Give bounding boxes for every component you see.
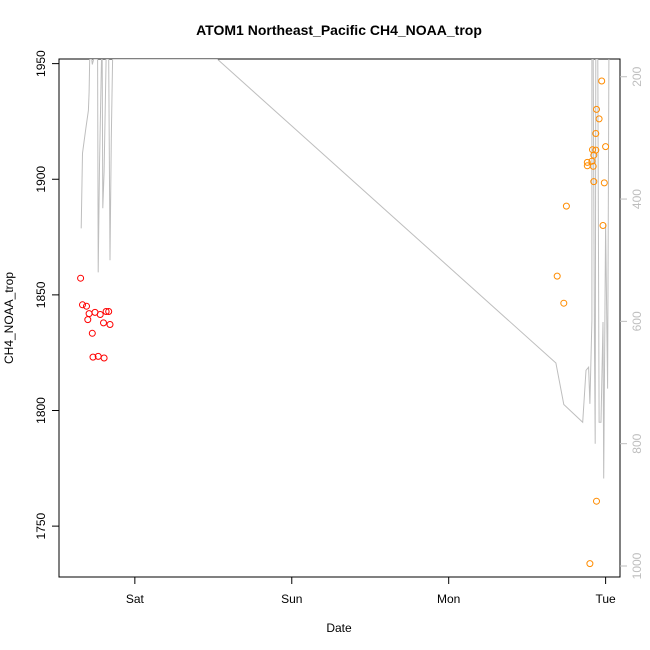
y2-tick-label: 200: [630, 66, 644, 86]
data-point: [600, 179, 608, 187]
x-tick-label: Tue: [595, 592, 616, 606]
chart-title: ATOM1 Northeast_Pacific CH4_NOAA_trop: [196, 22, 482, 38]
data-point: [562, 202, 570, 210]
data-point: [100, 319, 107, 327]
data-point: [595, 115, 603, 123]
data-point: [560, 299, 568, 307]
y-tick-label: 1900: [34, 166, 48, 193]
data-point: [590, 178, 598, 186]
y-axis-label: CH4_NOAA_trop: [2, 272, 16, 364]
data-point: [583, 158, 591, 166]
secondary-series-line: [80, 59, 610, 479]
x-axis-label: Date: [326, 621, 352, 635]
plot-frame: [58, 58, 621, 578]
data-point: [588, 157, 596, 165]
data-point: [100, 354, 108, 362]
y-tick-label: 1800: [34, 397, 48, 424]
x-axis: Sat Sun Mon Tue: [126, 577, 616, 606]
data-point: [85, 310, 93, 318]
data-point: [83, 302, 90, 310]
data-point: [77, 274, 85, 282]
data-point: [602, 143, 610, 151]
data-point: [106, 321, 114, 328]
data-point: [598, 77, 606, 85]
data-point: [589, 162, 597, 170]
data-point: [553, 272, 561, 280]
data-point: [89, 353, 97, 361]
data-point: [96, 311, 104, 318]
y2-tick-label: 800: [630, 433, 644, 453]
y-tick-label: 1950: [34, 50, 48, 77]
data-point: [599, 222, 607, 229]
y-axis: 1750 1800 1850 1900 1950: [34, 50, 59, 539]
data-point: [88, 329, 96, 337]
y2-tick-label: 600: [630, 311, 644, 331]
y-tick-label: 1850: [34, 281, 48, 308]
data-point: [586, 560, 594, 568]
secondary-line-layer: [80, 59, 610, 479]
data-point: [593, 497, 600, 505]
data-point: [102, 308, 110, 315]
x-tick-label: Sun: [281, 592, 302, 606]
y-tick-label: 1750: [34, 512, 48, 539]
x-tick-label: Mon: [437, 592, 460, 606]
data-point: [84, 316, 92, 324]
data-point: [592, 146, 600, 154]
data-point: [79, 301, 86, 309]
scatter-layer: [77, 77, 610, 568]
y2-axis: 200 400 600 800 1000: [620, 66, 644, 579]
data-point: [593, 105, 600, 113]
x-tick-label: Sat: [126, 592, 145, 606]
y2-tick-label: 400: [630, 189, 644, 209]
data-point: [105, 308, 113, 315]
y2-tick-label: 1000: [630, 552, 644, 579]
data-point: [592, 130, 600, 137]
